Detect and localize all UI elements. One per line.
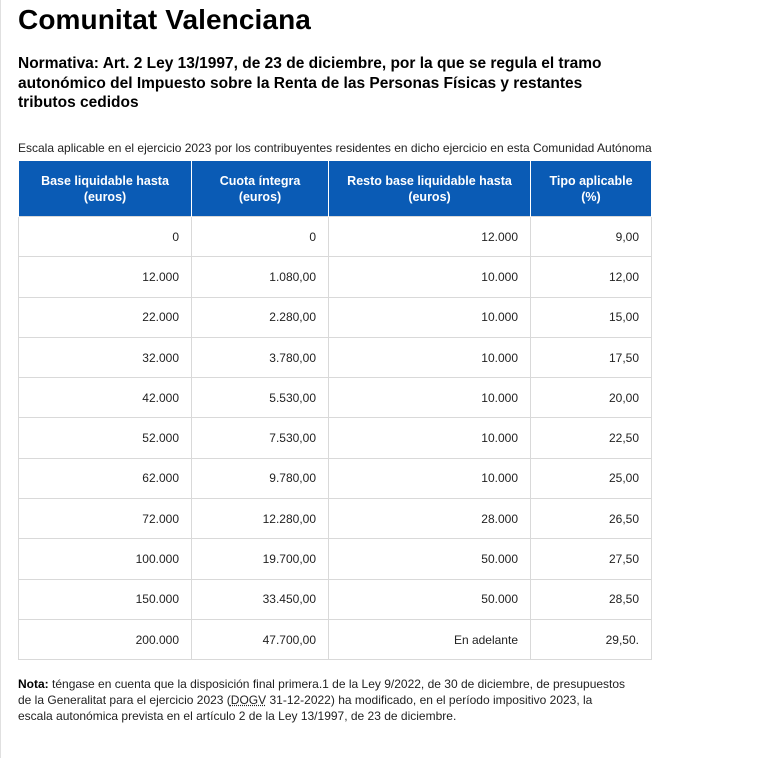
cell-resto-base: 12.000 [328, 215, 531, 258]
cell-resto-base: 10.000 [328, 336, 531, 379]
table-row: 42.000 5.530,00 10.000 20,00 [18, 377, 652, 419]
cell-base-liquidable: 72.000 [18, 498, 192, 540]
footnote-label: Nota: [18, 677, 49, 692]
table-row: 0 0 12.000 9,00 [18, 215, 652, 258]
cell-resto-base: 50.000 [328, 578, 531, 620]
cell-resto-base: 10.000 [328, 377, 531, 419]
cell-base-liquidable: 22.000 [18, 296, 192, 338]
cell-cuota-integra: 5.530,00 [191, 377, 329, 419]
cell-resto-base: 50.000 [328, 538, 531, 580]
cell-cuota-integra: 12.280,00 [191, 498, 329, 540]
table-row: 22.000 2.280,00 10.000 15,00 [18, 296, 652, 338]
table-row: 72.000 12.280,00 28.000 26,50 [18, 498, 652, 540]
cell-tipo-aplicable: 20,00 [530, 377, 652, 419]
cell-tipo-aplicable: 28,50 [530, 578, 652, 620]
cell-tipo-aplicable: 17,50 [530, 336, 652, 379]
scale-description: Escala aplicable en el ejercicio 2023 po… [18, 140, 652, 155]
cell-tipo-aplicable: 9,00 [530, 215, 652, 258]
cell-cuota-integra: 47.700,00 [191, 618, 329, 661]
cell-resto-base: 28.000 [328, 498, 531, 540]
cell-resto-base: 10.000 [328, 457, 531, 500]
cell-cuota-integra: 3.780,00 [191, 336, 329, 379]
cell-tipo-aplicable: 29,50. [530, 618, 652, 661]
cell-base-liquidable: 100.000 [18, 538, 192, 580]
table-row: 52.000 7.530,00 10.000 22,50 [18, 417, 652, 459]
dogv-abbreviation: DOGV [230, 693, 267, 708]
tax-scale-table: Base liquidable hasta (euros) Cuota ínte… [18, 160, 652, 661]
cell-resto-base: 10.000 [328, 296, 531, 338]
left-border [0, 0, 1, 758]
cell-base-liquidable: 12.000 [18, 256, 192, 298]
cell-cuota-integra: 19.700,00 [191, 538, 329, 580]
table-row: 32.000 3.780,00 10.000 17,50 [18, 336, 652, 379]
cell-resto-base: En adelante [328, 618, 531, 661]
header-row: Base liquidable hasta (euros) Cuota ínte… [18, 160, 652, 217]
footnote: Nota: téngase en cuenta que la disposici… [18, 676, 628, 724]
cell-base-liquidable: 32.000 [18, 336, 192, 379]
cell-tipo-aplicable: 27,50 [530, 538, 652, 580]
cell-tipo-aplicable: 22,50 [530, 417, 652, 459]
cell-cuota-integra: 2.280,00 [191, 296, 329, 338]
table-row: 62.000 9.780,00 10.000 25,00 [18, 457, 652, 500]
cell-cuota-integra: 33.450,00 [191, 578, 329, 620]
table-row: 12.000 1.080,00 10.000 12,00 [18, 256, 652, 298]
table-row: 150.000 33.450,00 50.000 28,50 [18, 578, 652, 620]
footnote-text-after: 31-12-2022) ha modificado, en el período… [18, 693, 593, 724]
cell-base-liquidable: 150.000 [18, 578, 192, 620]
regulation-heading: Normativa: Art. 2 Ley 13/1997, de 23 de … [18, 55, 602, 111]
page-content: Comunitat Valenciana Normativa: Art. 2 L… [18, 0, 758, 724]
cell-base-liquidable: 62.000 [18, 457, 192, 500]
header-cuota-integra: Cuota íntegra (euros) [191, 160, 329, 217]
cell-base-liquidable: 200.000 [18, 618, 192, 661]
header-resto-base: Resto base liquidable hasta (euros) [328, 160, 531, 217]
table-row: 100.000 19.700,00 50.000 27,50 [18, 538, 652, 580]
cell-tipo-aplicable: 15,00 [530, 296, 652, 338]
cell-cuota-integra: 7.530,00 [191, 417, 329, 459]
header-base-liquidable: Base liquidable hasta (euros) [18, 160, 192, 217]
cell-tipo-aplicable: 12,00 [530, 256, 652, 298]
table-header: Base liquidable hasta (euros) Cuota ínte… [18, 160, 652, 217]
cell-cuota-integra: 1.080,00 [191, 256, 329, 298]
cell-base-liquidable: 52.000 [18, 417, 192, 459]
cell-cuota-integra: 9.780,00 [191, 457, 329, 500]
page-title: Comunitat Valenciana [18, 4, 311, 35]
cell-resto-base: 10.000 [328, 256, 531, 298]
header-tipo-aplicable: Tipo aplicable (%) [530, 160, 652, 217]
cell-base-liquidable: 0 [18, 215, 192, 258]
table-row: 200.000 47.700,00 En adelante 29,50. [18, 618, 652, 661]
footnote-text-before: téngase en cuenta que la disposición fin… [18, 677, 626, 708]
cell-cuota-integra: 0 [191, 215, 329, 258]
cell-tipo-aplicable: 25,00 [530, 457, 652, 500]
cell-tipo-aplicable: 26,50 [530, 498, 652, 540]
cell-resto-base: 10.000 [328, 417, 531, 459]
table-body: 0 0 12.000 9,00 12.000 1.080,00 10.000 12,00 22.… [18, 215, 652, 661]
cell-base-liquidable: 42.000 [18, 377, 192, 419]
